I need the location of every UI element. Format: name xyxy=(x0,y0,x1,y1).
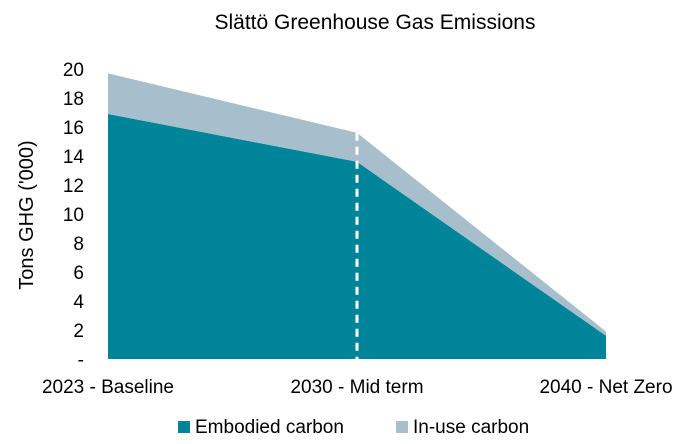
y-tick-label: 12 xyxy=(63,176,84,197)
x-tick-label: 2040 - Net Zero xyxy=(539,377,672,398)
y-tick-label: 18 xyxy=(63,89,84,110)
y-tick-label: 16 xyxy=(63,118,84,139)
x-axis-ticks: 2023 - Baseline 2030 - Mid term 2040 - Net… xyxy=(42,377,673,398)
y-axis-ticks: - 2 4 6 8 10 12 14 16 18 20 xyxy=(63,60,85,371)
y-tick-label: 4 xyxy=(73,292,84,313)
y-tick-label: 10 xyxy=(63,205,84,226)
y-tick-label: - xyxy=(78,350,84,371)
chart-title: Slättö Greenhouse Gas Emissions xyxy=(215,11,536,34)
legend-swatch-embodied-carbon xyxy=(178,421,190,433)
y-tick-label: 14 xyxy=(63,147,85,168)
y-tick-label: 20 xyxy=(63,60,84,81)
legend-label-embodied-carbon: Embodied carbon xyxy=(195,417,344,438)
y-tick-label: 6 xyxy=(73,263,84,284)
y-tick-label: 8 xyxy=(73,234,84,255)
legend-swatch-in-use-carbon xyxy=(396,421,408,433)
legend-label-in-use-carbon: In-use carbon xyxy=(413,417,529,438)
legend: Embodied carbon In-use carbon xyxy=(178,417,529,438)
x-tick-label: 2023 - Baseline xyxy=(42,377,174,398)
y-tick-label: 2 xyxy=(73,321,84,342)
x-tick-label: 2030 - Mid term xyxy=(290,377,423,398)
y-axis-label: Tons GHG ('000) xyxy=(16,140,38,289)
area-in-use-carbon xyxy=(108,73,606,336)
